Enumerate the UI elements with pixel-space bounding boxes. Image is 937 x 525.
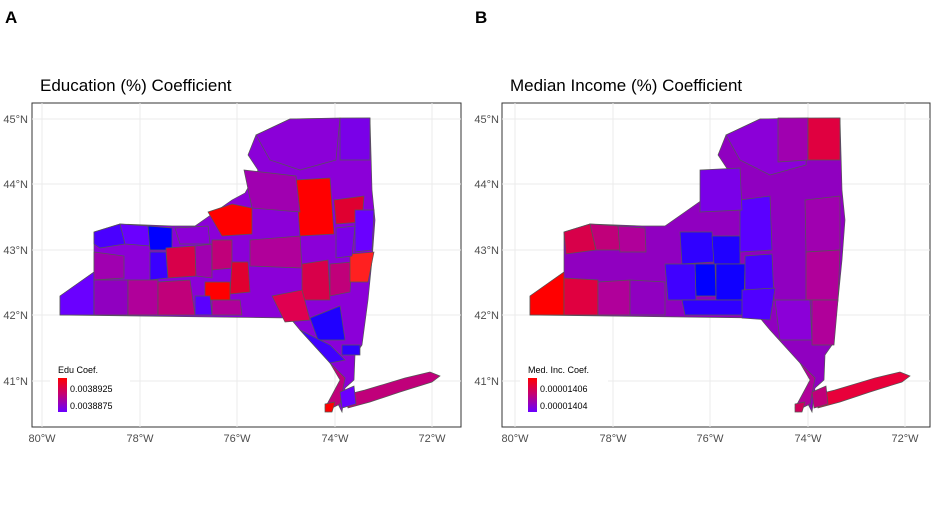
panel-a-y-ticks: 45°N 44°N 43°N 42°N 41°N	[3, 114, 28, 388]
x-tick-label: 74°W	[321, 433, 349, 445]
y-tick-label: 42°N	[3, 310, 28, 322]
legend-colorbar	[528, 378, 537, 412]
legend-high-label: 0.00001406	[540, 384, 588, 394]
x-tick-label: 80°W	[501, 433, 529, 445]
panel-b-title: Median Income (%) Coefficient	[510, 76, 743, 95]
panel-a-title: Education (%) Coefficient	[40, 76, 232, 95]
y-tick-label: 43°N	[474, 245, 499, 257]
y-tick-label: 44°N	[3, 179, 28, 191]
legend-title: Edu Coef.	[58, 365, 98, 375]
x-tick-label: 80°W	[28, 433, 56, 445]
x-tick-label: 76°W	[696, 433, 724, 445]
y-tick-label: 42°N	[474, 310, 499, 322]
y-tick-label: 45°N	[474, 114, 499, 126]
x-tick-label: 76°W	[223, 433, 251, 445]
legend-title: Med. Inc. Coef.	[528, 365, 589, 375]
panel-a-x-ticks: 80°W 78°W 76°W 74°W 72°W	[28, 433, 446, 445]
y-tick-label: 41°N	[3, 376, 28, 388]
panel-b-letter: B	[475, 8, 488, 27]
panel-b-counties	[529, 117, 911, 414]
x-tick-label: 72°W	[418, 433, 446, 445]
x-tick-label: 78°W	[599, 433, 627, 445]
panel-b-legend: Med. Inc. Coef. 0.00001406 0.00001404	[520, 362, 608, 414]
panel-a-counties	[59, 117, 441, 414]
panel-b-y-ticks: 45°N 44°N 43°N 42°N 41°N	[474, 114, 499, 388]
y-tick-label: 45°N	[3, 114, 28, 126]
panel-b-map: 45°N 44°N 43°N 42°N 41°N 80°W 78°W 76°W …	[474, 102, 931, 445]
panel-a-map: 45°N 44°N 43°N 42°N 41°N 80°W 78°W 76°W …	[3, 102, 462, 445]
panel-b-x-ticks: 80°W 78°W 76°W 74°W 72°W	[501, 433, 919, 445]
x-tick-label: 78°W	[126, 433, 154, 445]
panel-a-legend: Edu Coef. 0.0038925 0.0038875	[50, 362, 130, 414]
legend-low-label: 0.0038875	[70, 401, 113, 411]
y-tick-label: 43°N	[3, 245, 28, 257]
x-tick-label: 74°W	[794, 433, 822, 445]
y-tick-label: 44°N	[474, 179, 499, 191]
x-tick-label: 72°W	[891, 433, 919, 445]
y-tick-label: 41°N	[474, 376, 499, 388]
panel-a-letter: A	[5, 8, 18, 27]
legend-colorbar	[58, 378, 67, 412]
legend-high-label: 0.0038925	[70, 384, 113, 394]
legend-low-label: 0.00001404	[540, 401, 588, 411]
